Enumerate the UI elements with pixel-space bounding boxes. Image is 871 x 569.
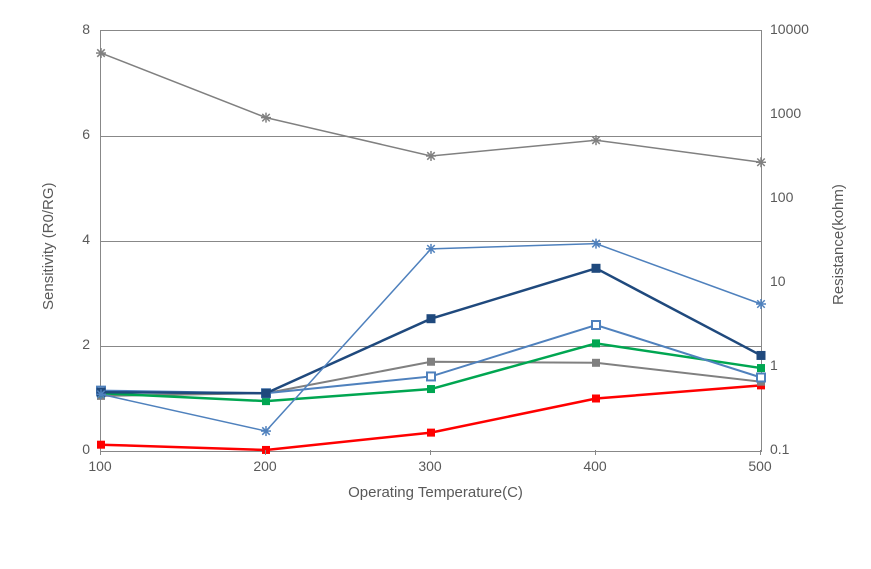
series-marker-green <box>262 397 270 405</box>
x-tick-mark <box>760 450 761 455</box>
series-marker-gray_star <box>426 151 436 161</box>
y2-axis-title: Resistance(kohm) <box>830 184 847 305</box>
y2-tick-label: 10000 <box>770 21 809 37</box>
series-marker-blue_star <box>261 426 271 436</box>
x-tick-label: 200 <box>253 458 276 474</box>
y2-tick-label: 100 <box>770 189 793 205</box>
series-marker-gray_star <box>591 135 601 145</box>
x-tick-mark <box>265 450 266 455</box>
plot-area <box>100 30 762 452</box>
y1-axis-title: Sensitivity (R0/RG) <box>40 182 57 310</box>
y1-tick-label: 4 <box>82 231 90 247</box>
series-line-gray_star <box>101 53 761 162</box>
series-marker-green <box>427 385 435 393</box>
series-marker-blue_solid <box>427 314 436 323</box>
series-marker-blue_solid <box>592 264 601 273</box>
x-tick-mark <box>430 450 431 455</box>
series-marker-blue_star <box>96 389 106 399</box>
y2-tick-label: 1000 <box>770 105 801 121</box>
y2-tick-label: 0.1 <box>770 441 789 457</box>
y1-tick-label: 6 <box>82 126 90 142</box>
series-layer <box>101 31 761 451</box>
series-marker-gray_star <box>96 48 106 58</box>
series-marker-gray <box>427 358 435 366</box>
x-tick-mark <box>100 450 101 455</box>
x-tick-label: 400 <box>583 458 606 474</box>
chart-container: Operating Temperature(C) Sensitivity (R0… <box>0 0 871 569</box>
series-marker-blue_open <box>427 372 435 380</box>
y1-tick-label: 2 <box>82 336 90 352</box>
series-marker-red <box>97 441 105 449</box>
series-marker-red <box>427 429 435 437</box>
series-marker-gray_star <box>261 113 271 123</box>
y1-tick-label: 8 <box>82 21 90 37</box>
series-marker-red <box>262 446 270 454</box>
series-marker-red <box>592 395 600 403</box>
series-marker-gray_star <box>756 157 766 167</box>
y2-tick-label: 1 <box>770 357 778 373</box>
x-axis-title: Operating Temperature(C) <box>0 484 871 501</box>
series-marker-blue_star <box>426 244 436 254</box>
series-marker-blue_star <box>591 239 601 249</box>
series-marker-gray <box>592 359 600 367</box>
series-marker-blue_star <box>756 299 766 309</box>
series-marker-green <box>592 339 600 347</box>
series-marker-blue_open <box>592 321 600 329</box>
x-tick-label: 500 <box>748 458 771 474</box>
series-marker-blue_open <box>757 374 765 382</box>
x-tick-label: 300 <box>418 458 441 474</box>
x-tick-mark <box>595 450 596 455</box>
series-line-blue_star <box>101 244 761 431</box>
y1-tick-label: 0 <box>82 441 90 457</box>
series-marker-blue_solid <box>757 351 766 360</box>
x-tick-label: 100 <box>88 458 111 474</box>
y2-tick-label: 10 <box>770 273 786 289</box>
series-marker-green <box>757 364 765 372</box>
series-marker-blue_solid <box>262 389 271 398</box>
